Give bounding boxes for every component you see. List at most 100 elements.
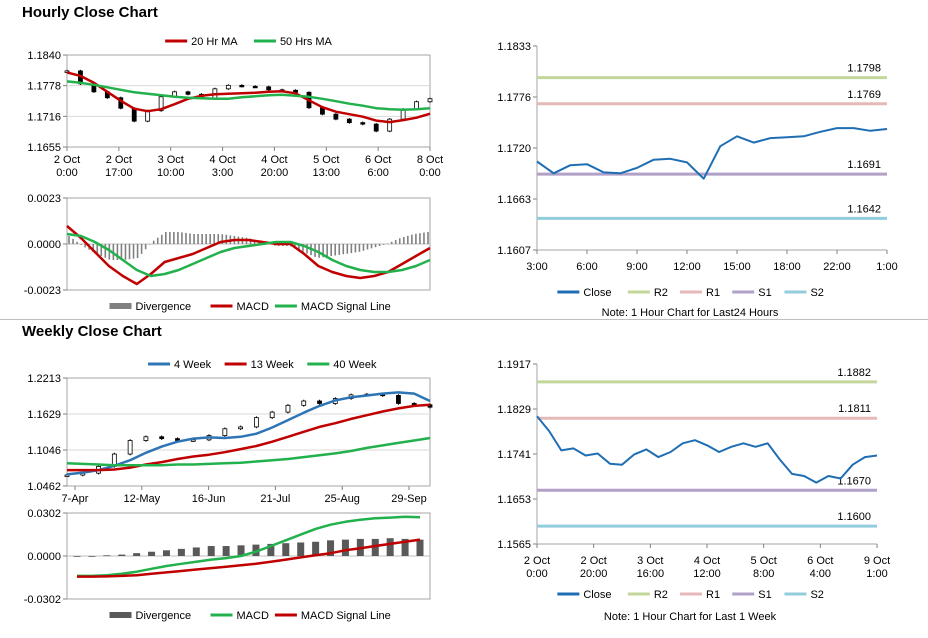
weekly-sr-xtick-label: 16:00 (637, 568, 665, 580)
hourly-price-xtick-label: 2 Oct (54, 154, 80, 166)
hourly-macd-ytick-label: 0.0000 (27, 239, 61, 251)
hourly-sr-ytick-label: 1.1607 (497, 245, 531, 257)
weekly-macd-legend-label: Divergence (136, 610, 192, 622)
hourly-price-xtick-label: 4 Oct (261, 154, 287, 166)
weekly-macd-divergence-bar (401, 538, 409, 556)
hourly-sr-ytick-label: 1.1776 (497, 92, 531, 104)
weekly-sr-xtick-label: 5 Oct (751, 555, 777, 567)
hourly-sr-close-line (536, 127, 888, 180)
weekly-macd-divergence-bar (207, 546, 215, 556)
weekly-sr-xtick-label: 0:00 (526, 568, 547, 580)
weekly-sr-legend-label: S1 (758, 589, 771, 601)
hourly-price-candle-body (387, 118, 393, 132)
weekly-price-candle-body (269, 411, 275, 419)
weekly-macd-legend-label: MACD (237, 610, 269, 622)
weekly-price-candle-body (396, 395, 401, 404)
weekly-price-candle-body (127, 440, 133, 455)
hourly-macd-legend-label: MACD (237, 301, 269, 313)
hourly-price-xtick-label: 3:00 (212, 167, 233, 179)
weekly-macd-divergence-bar (267, 543, 275, 556)
weekly-macd-divergence-bar (237, 545, 245, 556)
hourly-price-candle-body (373, 123, 379, 132)
hourly-price-candle-body (185, 91, 191, 95)
hourly-price-xtick-label: 2 Oct (106, 154, 132, 166)
weekly-price-ytick-label: 1.1046 (27, 445, 61, 457)
hourly-macd-legend-label: MACD Signal Line (301, 301, 391, 313)
weekly-sr-ytick-label: 1.1741 (497, 449, 531, 461)
hourly-sr-xtick-label: 22:00 (823, 261, 851, 273)
hourly-price-xtick-label: 20:00 (261, 167, 289, 179)
weekly-sr-legend-label: R2 (654, 589, 668, 601)
hourly-macd-legend-label: Divergence (136, 301, 192, 313)
weekly-sr-level-label-s1: 1.1670 (837, 475, 871, 487)
weekly-price-ytick-label: 1.0462 (27, 481, 61, 493)
weekly-macd-divergence-bar (312, 541, 320, 556)
weekly-macd-macd-line (77, 515, 421, 578)
weekly-price-xtick-label: 7-Apr (62, 493, 89, 505)
weekly-macd-signal-line (77, 538, 421, 578)
weekly-sr-ytick-label: 1.1653 (497, 494, 531, 506)
hourly-sr-ytick-label: 1.1663 (497, 194, 531, 206)
hourly-sr-xtick-label: 12:00 (673, 261, 701, 273)
hourly-price-candle-body (239, 84, 245, 88)
hourly-price-xtick-label: 10:00 (157, 167, 185, 179)
hourly-price-legend-label: 20 Hr MA (191, 36, 238, 48)
weekly-sr-xtick-label: 12:00 (693, 568, 721, 580)
weekly-macd-divergence-bar (341, 539, 349, 556)
hourly-price-xtick-label: 3 Oct (158, 154, 184, 166)
hourly-sr-level-label-s1: 1.1691 (847, 159, 881, 171)
weekly-price-ytick-label: 1.1629 (27, 409, 61, 421)
weekly-price-xtick-label: 16-Jun (192, 493, 226, 505)
weekly-price-candle-body (238, 426, 244, 430)
weekly-sr-xtick-label: 9 Oct (864, 555, 890, 567)
hourly-sr-xtick-label: 1:00 (876, 261, 897, 273)
hourly-price-xtick-label: 6:00 (367, 167, 388, 179)
weekly-macd-divergence-bar (162, 550, 170, 556)
weekly-macd-divergence-bar (252, 544, 260, 556)
weekly-sr-level-label-r1: 1.1811 (838, 403, 871, 415)
weekly-sr-legend-label: Close (583, 589, 611, 601)
hourly-macd-ytick-label: 0.0023 (27, 193, 61, 205)
hourly-price-candle-body (252, 85, 258, 89)
weekly-price-candle-body (285, 404, 291, 413)
weekly-sr-xtick-label: 6 Oct (807, 555, 833, 567)
hourly-price-xtick-label: 13:00 (313, 167, 341, 179)
hourly-price-candle-body (158, 96, 164, 112)
hourly-section-title: Hourly Close Chart (22, 4, 158, 21)
hourly-sr-level-label-r1: 1.1769 (847, 89, 881, 101)
weekly-sr-xtick-label: 4 Oct (694, 555, 720, 567)
weekly-sr-level-label-s2: 1.1600 (837, 511, 871, 523)
weekly-macd-divergence-bar (103, 555, 111, 557)
weekly-price-xtick-label: 21-Jul (260, 493, 290, 505)
weekly-price-candle-body (222, 428, 228, 436)
weekly-sr-xtick-label: 4:00 (810, 568, 831, 580)
hourly-sr-xtick-label: 18:00 (773, 261, 801, 273)
hourly-sr-ytick-label: 1.1833 (497, 41, 531, 53)
hourly-macd-signal-line (66, 232, 431, 278)
hourly-sr-level-label-s2: 1.1642 (847, 203, 881, 215)
weekly-sr-close-line (536, 415, 878, 484)
hourly-price-xtick-label: 0:00 (56, 167, 77, 179)
weekly-price-xtick-label: 12-May (123, 493, 160, 505)
weekly-price-xtick-label: 25-Aug (324, 493, 359, 505)
weekly-macd-divergence-bar (192, 547, 200, 556)
section-divider (0, 319, 928, 320)
weekly-sr-legend-label: R1 (706, 589, 720, 601)
hourly-sr-level-label-r2: 1.1798 (847, 63, 881, 75)
weekly-price-13wk-line (67, 403, 431, 472)
hourly-sr-legend-label: R1 (706, 287, 720, 299)
hourly-sr-legend-label: S1 (758, 287, 771, 299)
weekly-price-legend-label: 13 Week (251, 359, 295, 371)
weekly-price-candle-body (253, 417, 259, 428)
weekly-price-legend-label: 40 Week (333, 359, 377, 371)
weekly-price-candle-body (64, 474, 70, 477)
weekly-macd-ytick-label: 0.0302 (27, 508, 61, 520)
weekly-sr-xtick-label: 8:00 (753, 568, 774, 580)
weekly-macd-divergence-bar (386, 538, 394, 556)
weekly-price-candle-body (317, 400, 322, 404)
weekly-macd-divergence-bar (73, 556, 81, 557)
weekly-sr-level-label-r2: 1.1882 (837, 367, 871, 379)
weekly-macd-legend-swatch (109, 612, 132, 618)
weekly-macd-divergence-bar (297, 542, 305, 556)
weekly-macd-ytick-label: 0.0000 (27, 551, 61, 563)
